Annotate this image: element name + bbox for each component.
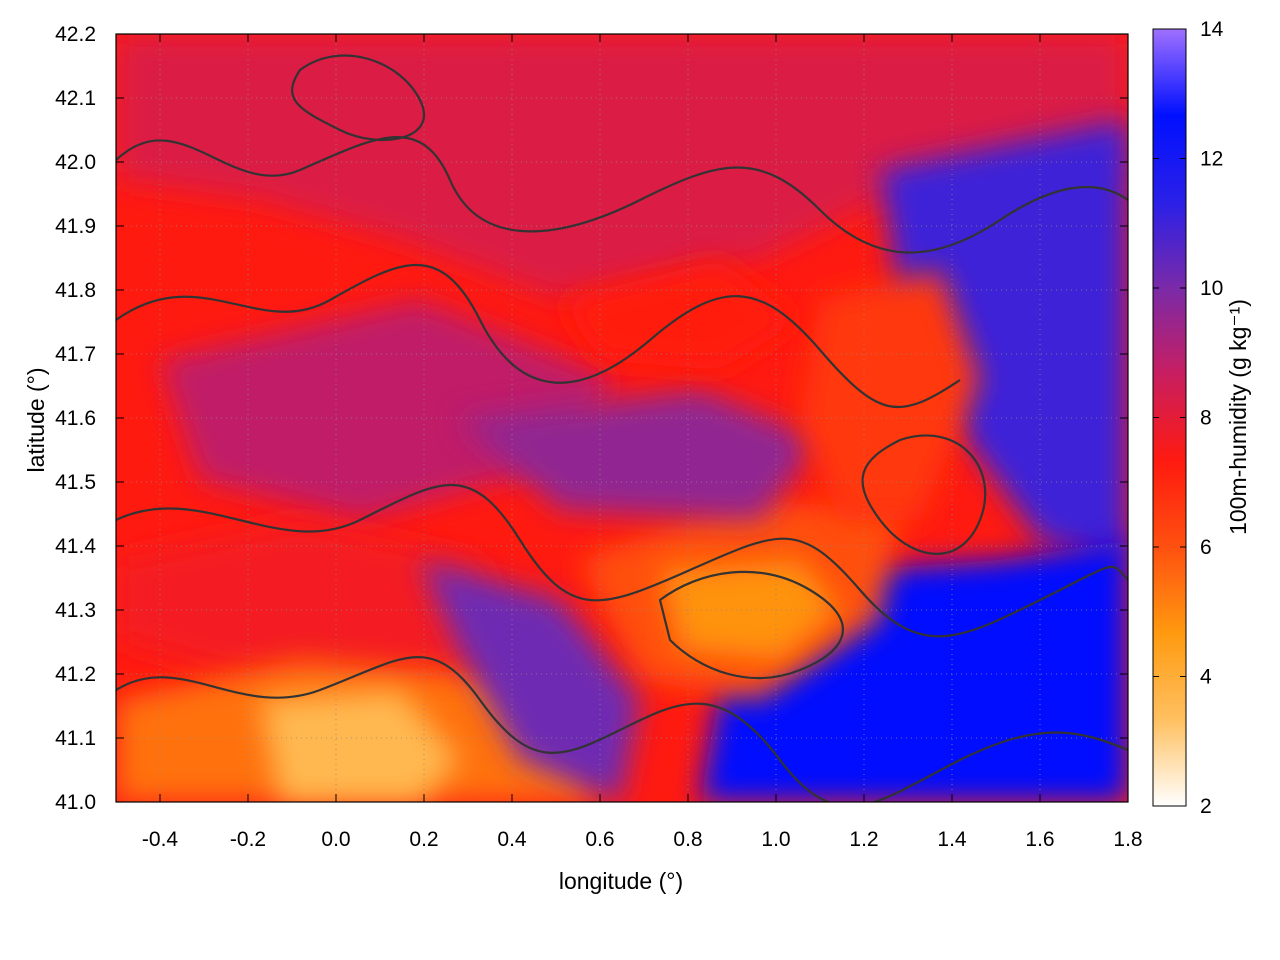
x-tick-label: -0.4 <box>142 828 179 851</box>
humidity-region-13 <box>260 690 460 802</box>
y-tick-label: 41.9 <box>55 215 96 238</box>
y-tick-label: 41.1 <box>55 727 96 750</box>
humidity-field <box>116 34 1128 802</box>
x-tick-label: 1.2 <box>849 828 878 851</box>
humidity-region-2 <box>160 300 620 520</box>
plot-area <box>116 34 1128 802</box>
contour-line-3 <box>116 484 1128 638</box>
y-tick-label: 41.8 <box>55 279 96 302</box>
x-tick-label: -0.2 <box>230 828 266 851</box>
humidity-region-10 <box>420 560 640 802</box>
colorbar: 2 4 6 8 10 12 14 100m-humidity (g kg⁻¹) <box>1152 18 1251 818</box>
y-axis: 41.0 41.1 41.2 41.3 41.4 41.5 41.6 41.7 41.8 41.9… <box>55 23 1128 814</box>
y-tick-label: 41.0 <box>55 791 96 814</box>
humidity-region-7 <box>660 560 840 660</box>
contour-lines <box>116 54 1128 802</box>
x-axis-title: longitude (°) <box>559 868 683 894</box>
contour-line-2 <box>116 264 961 409</box>
y-tick-label: 41.4 <box>55 535 96 558</box>
humidity-region-9 <box>460 390 820 520</box>
y-tick-label: 42.2 <box>55 23 96 46</box>
contour-line-4 <box>116 656 1128 802</box>
contour-line-7 <box>861 434 987 555</box>
y-axis-title: latitude (°) <box>23 367 49 472</box>
y-tick-label: 41.5 <box>55 471 96 494</box>
x-tick-label: 0.0 <box>321 828 350 851</box>
y-tick-label: 41.6 <box>55 407 96 430</box>
x-tick-label: 1.4 <box>937 828 967 851</box>
x-tick-label: 1.8 <box>1113 828 1142 851</box>
contour-line-1 <box>116 136 1128 254</box>
colorbar-tick-label: 6 <box>1200 536 1212 559</box>
contour-line-5 <box>658 570 844 680</box>
humidity-region-3 <box>116 520 520 680</box>
x-tick-label: 0.2 <box>409 828 438 851</box>
colorbar-title: 100m-humidity (g kg⁻¹) <box>1225 299 1251 535</box>
y-tick-label: 42.1 <box>55 87 96 110</box>
humidity-region-11 <box>800 270 980 520</box>
x-tick-label: 1.0 <box>761 828 790 851</box>
contour-line-6 <box>291 54 426 142</box>
x-tick-label: 1.6 <box>1025 828 1054 851</box>
x-tick-label: 0.6 <box>585 828 614 851</box>
y-tick-label: 41.3 <box>55 599 96 622</box>
colorbar-ticks: 2 4 6 8 10 12 14 <box>1153 18 1224 818</box>
colorbar-tick-label: 2 <box>1200 795 1212 818</box>
x-axis: -0.4 -0.2 0.0 0.2 0.4 0.6 0.8 1.0 1.2 1.4 1.6 1.8 <box>142 34 1143 851</box>
x-tick-label: 0.8 <box>673 828 702 851</box>
y-tick-label: 41.7 <box>55 343 96 366</box>
colorbar-tick-label: 4 <box>1200 666 1212 689</box>
colorbar-tick-label: 10 <box>1200 277 1223 300</box>
y-tick-label: 41.2 <box>55 663 96 686</box>
grid <box>116 34 1128 802</box>
colorbar-tick-label: 12 <box>1200 148 1223 171</box>
colorbar-tick-label: 8 <box>1200 407 1212 430</box>
y-tick-label: 42.0 <box>55 151 96 174</box>
humidity-region-12 <box>560 260 800 370</box>
colorbar-tick-label: 14 <box>1200 18 1224 41</box>
humidity-region-4 <box>880 120 1128 560</box>
humidity-region-1 <box>116 34 1128 300</box>
x-tick-label: 0.4 <box>497 828 527 851</box>
